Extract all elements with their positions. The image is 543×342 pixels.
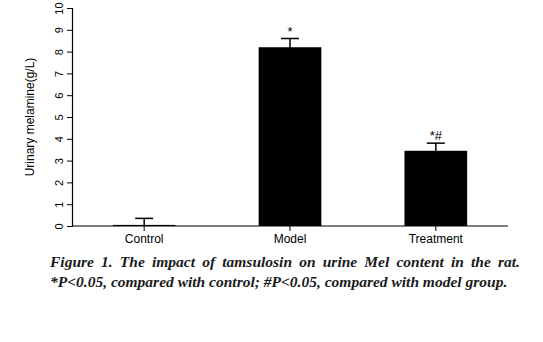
y-tick-mark <box>67 30 72 31</box>
bar <box>259 47 322 226</box>
y-tick-mark <box>67 204 72 205</box>
x-tick: Control <box>125 226 164 246</box>
plot-area <box>113 39 467 226</box>
error-line <box>435 143 437 158</box>
x-tick-label: Treatment <box>409 232 464 246</box>
y-tick-label: 4 <box>53 136 65 142</box>
y-tick-label: 1 <box>53 202 65 208</box>
error-bar <box>135 218 153 226</box>
y-tick-label: 0 <box>53 223 65 229</box>
y-tick-mark <box>67 73 72 74</box>
y-axis: 0 1 2 3 4 5 6 7 8 9 10 <box>53 2 73 229</box>
y-tick-mark <box>67 95 72 96</box>
y-tick-mark <box>67 226 72 227</box>
y-tick-label: 10 <box>53 2 65 14</box>
x-tick-mark <box>290 226 291 231</box>
caption: Figure 1. The impact of tamsulosin on ur… <box>50 252 520 292</box>
error-bar <box>427 143 445 158</box>
y-tick-label: 3 <box>53 158 65 164</box>
x-tick: Model <box>274 226 307 246</box>
y-axis-title: Urinary melamine(g/L) <box>23 58 37 177</box>
error-bar <box>281 39 299 56</box>
y-tick: 3 <box>53 158 72 164</box>
annotation: * <box>287 24 292 39</box>
error-cap <box>135 218 153 220</box>
y-tick: 9 <box>53 27 72 33</box>
x-axis: Control Model Treatment <box>72 226 508 246</box>
y-axis-line <box>67 9 73 227</box>
y-tick: 8 <box>53 49 72 55</box>
y-tick: 2 <box>53 180 72 186</box>
y-tick: 7 <box>53 71 72 77</box>
x-tick-label: Control <box>125 232 164 246</box>
y-tick-mark <box>67 52 72 53</box>
y-tick: 4 <box>53 136 72 142</box>
error-line <box>289 39 291 56</box>
x-tick: Treatment <box>409 226 464 246</box>
y-tick: 6 <box>53 93 72 99</box>
y-tick: 10 <box>53 2 72 14</box>
y-tick: 5 <box>53 114 72 120</box>
y-tick-label: 8 <box>53 49 65 55</box>
y-tick: 1 <box>53 202 72 208</box>
error-line <box>143 218 145 226</box>
y-tick-mark <box>67 8 72 9</box>
x-tick-mark <box>144 226 145 231</box>
error-cap <box>427 158 445 160</box>
x-tick-mark <box>435 226 436 231</box>
y-tick: 0 <box>53 223 72 229</box>
y-tick-label: 5 <box>53 114 65 120</box>
y-tick-label: 9 <box>53 27 65 33</box>
bar <box>404 151 467 226</box>
y-tick-mark <box>67 139 72 140</box>
y-tick-label: 6 <box>53 93 65 99</box>
y-tick-mark <box>67 117 72 118</box>
y-tick-label: 2 <box>53 180 65 186</box>
error-cap <box>281 55 299 57</box>
y-tick-mark <box>67 182 72 183</box>
y-tick-mark <box>67 161 72 162</box>
annotation: *# <box>430 128 443 143</box>
x-tick-label: Model <box>274 232 307 246</box>
y-tick-label: 7 <box>53 71 65 77</box>
